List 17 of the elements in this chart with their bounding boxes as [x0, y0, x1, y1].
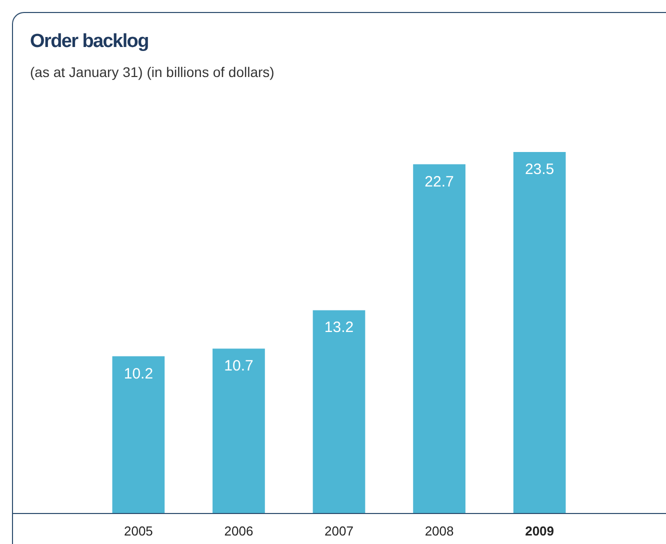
bar — [212, 348, 265, 513]
bar — [312, 310, 366, 513]
bar — [513, 152, 566, 513]
data-label: 23.5 — [524, 161, 554, 178]
chart-title: Order backlog — [30, 31, 148, 53]
data-label: 10.7 — [224, 358, 254, 375]
bar — [112, 356, 165, 513]
x-tick-label: 2005 — [124, 524, 153, 538]
x-tick-label: 2006 — [224, 524, 254, 538]
data-label: 10.2 — [124, 365, 154, 382]
x-tick-label: 2008 — [424, 524, 454, 538]
x-tick-label: 2009 — [525, 524, 554, 538]
chart-subtitle: (as at January 31) (in billions of dollars) — [30, 64, 274, 80]
x-tick-label: 2007 — [324, 524, 354, 538]
data-label: 22.7 — [424, 173, 454, 190]
data-label: 13.2 — [324, 319, 354, 336]
bar — [413, 164, 466, 513]
